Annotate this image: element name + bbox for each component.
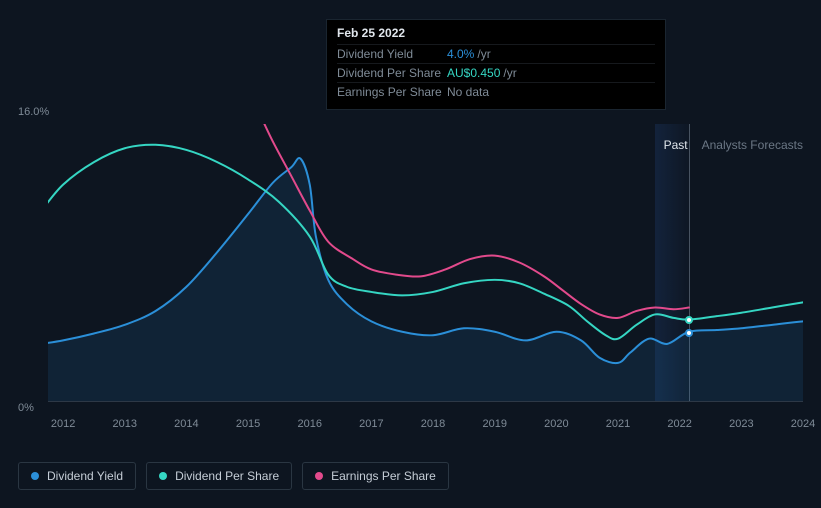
y-axis-min-label: 0%: [18, 402, 34, 414]
series-marker-dividend_yield: [685, 329, 693, 337]
x-axis-label: 2024: [791, 418, 815, 430]
tooltip-row-value: No data: [447, 85, 655, 99]
x-axis-label: 2014: [174, 418, 198, 430]
x-axis-label: 2016: [297, 418, 321, 430]
legend-dot-icon: [315, 472, 323, 480]
tooltip-row-label: Earnings Per Share: [337, 85, 447, 99]
period-forecast-label: Analysts Forecasts: [702, 138, 803, 152]
tooltip-row-value: AU$0.450/yr: [447, 66, 655, 80]
x-axis-label: 2022: [667, 418, 691, 430]
tooltip-row: Dividend Per ShareAU$0.450/yr: [337, 63, 655, 82]
legend-item[interactable]: Dividend Yield: [18, 462, 136, 490]
legend-dot-icon: [159, 472, 167, 480]
tooltip-row-value: 4.0%/yr: [447, 47, 655, 61]
x-axis-label: 2023: [729, 418, 753, 430]
legend-label: Dividend Yield: [47, 469, 123, 483]
y-axis-max-label: 16.0%: [18, 106, 49, 118]
period-labels: Past Analysts Forecasts: [664, 138, 803, 152]
x-axis-label: 2018: [421, 418, 445, 430]
tooltip-date: Feb 25 2022: [337, 26, 655, 44]
tooltip-row-label: Dividend Yield: [337, 47, 447, 61]
tooltip-row-label: Dividend Per Share: [337, 66, 447, 80]
period-past-label: Past: [664, 138, 688, 152]
x-axis-label: 2021: [606, 418, 630, 430]
x-axis-label: 2012: [51, 418, 75, 430]
legend-label: Dividend Per Share: [175, 469, 279, 483]
x-axis-labels: 2012 2013 2014 2015 2016 2017 2018 2019 2020 2021…: [48, 408, 803, 428]
x-axis-label: 2013: [113, 418, 137, 430]
legend-dot-icon: [31, 472, 39, 480]
dividend-chart: 16.0% 0% Past Analysts Forecasts 2012201…: [18, 100, 808, 450]
x-axis-label: 2020: [544, 418, 568, 430]
chart-legend: Dividend Yield Dividend Per Share Earnings…: [18, 462, 449, 490]
series-marker-dividend_per_share: [685, 316, 693, 324]
x-axis-label: 2015: [236, 418, 260, 430]
chart-tooltip: Feb 25 2022 Dividend Yield4.0%/yrDividen…: [326, 19, 666, 110]
tooltip-row: Dividend Yield4.0%/yr: [337, 44, 655, 63]
x-axis-label: 2019: [482, 418, 506, 430]
tooltip-row: Earnings Per ShareNo data: [337, 82, 655, 101]
plot-area[interactable]: Past Analysts Forecasts: [48, 124, 803, 402]
legend-label: Earnings Per Share: [331, 469, 436, 483]
chart-lines: [48, 124, 803, 401]
legend-item[interactable]: Earnings Per Share: [302, 462, 449, 490]
legend-item[interactable]: Dividend Per Share: [146, 462, 292, 490]
x-axis-label: 2017: [359, 418, 383, 430]
